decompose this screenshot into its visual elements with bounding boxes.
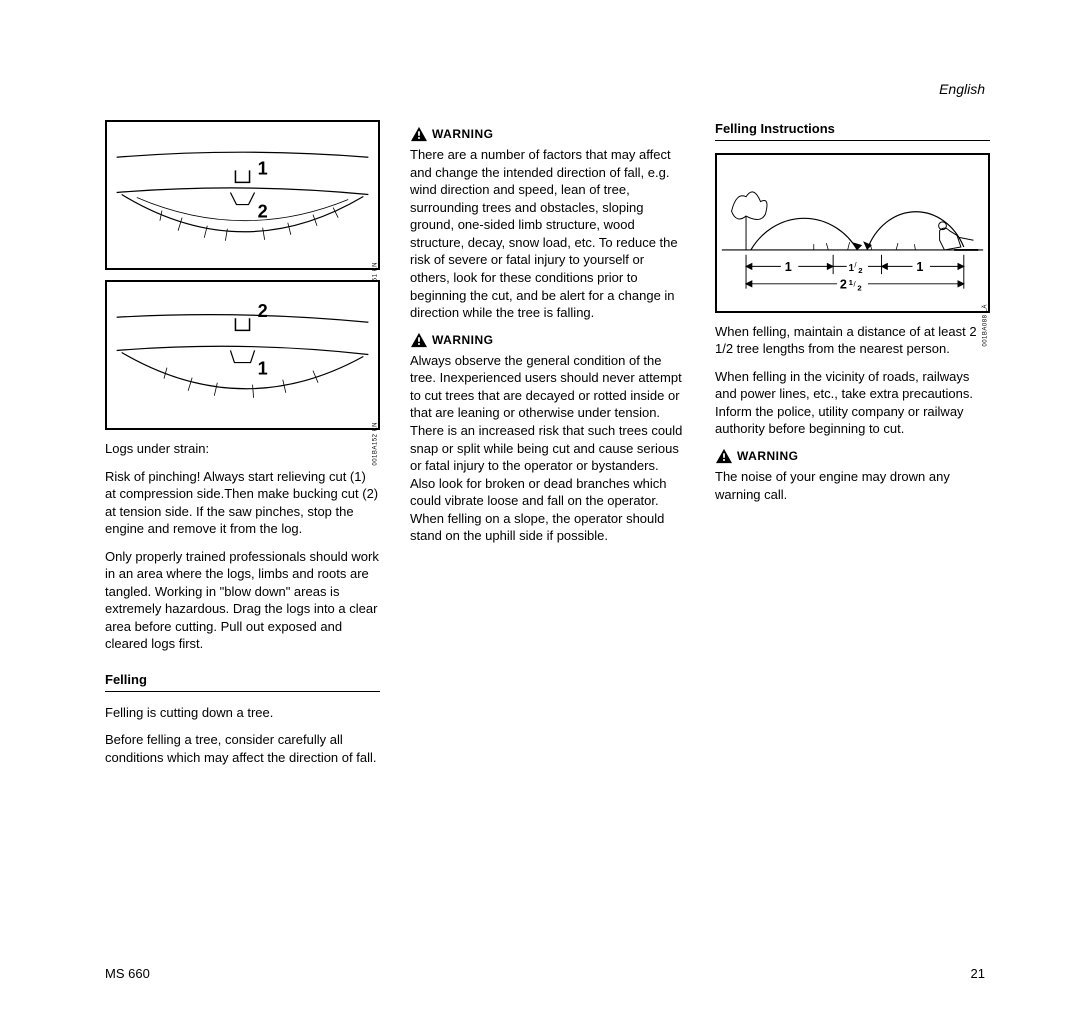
illustration-log-2: 2 1 001BA152 KN [105,280,380,430]
heading-felling: Felling [105,671,380,692]
svg-text:1: 1 [916,260,923,274]
column-2: WARNING There are a number of factors th… [410,120,685,776]
main-columns: 1 2 001BA151 KN 2 1 001BA152 KN [105,120,990,776]
para-pinching-risk: Risk of pinching! Always start relieving… [105,468,380,538]
para-tree-condition: Always observe the general condition of … [410,352,685,545]
para-professionals: Only properly trained professionals shou… [105,548,380,653]
para-before-felling: Before felling a tree, consider carefull… [105,731,380,766]
para-factors: There are a number of factors that may a… [410,146,685,321]
illustration-distance: 1 1/2 1 21/2 001BA088 LÄ [715,153,990,313]
warning-icon [410,126,428,142]
warning-heading-3: WARNING [715,448,990,464]
para-vicinity: When felling in the vicinity of roads, r… [715,368,990,438]
column-1: 1 2 001BA151 KN 2 1 001BA152 KN [105,120,380,776]
para-distance: When felling, maintain a distance of at … [715,323,990,358]
footer-model: MS 660 [105,965,150,983]
svg-text:1: 1 [785,260,792,274]
language-label: English [939,80,985,99]
warning-heading-2: WARNING [410,332,685,348]
warning-heading-1: WARNING [410,126,685,142]
svg-text:2: 2 [258,301,268,321]
warning-label: WARNING [432,332,494,348]
svg-text:2: 2 [258,202,268,222]
illus-code-3: 001BA088 LÄ [982,305,990,348]
svg-text:2: 2 [840,277,847,291]
illus-code-2: 001BA152 KN [372,422,380,466]
svg-text:2: 2 [857,283,861,292]
para-felling-def: Felling is cutting down a tree. [105,704,380,722]
heading-felling-instructions: Felling Instructions [715,120,990,141]
warning-icon [410,332,428,348]
column-3: Felling Instructions [715,120,990,776]
svg-text:1: 1 [258,359,268,379]
footer-page: 21 [971,965,985,983]
illustration-log-1: 1 2 001BA151 KN [105,120,380,270]
warning-label: WARNING [432,126,494,142]
warning-label: WARNING [737,448,799,464]
para-logs-under-strain: Logs under strain: [105,440,380,458]
warning-icon [715,448,733,464]
page-footer: MS 660 21 [105,965,985,983]
svg-text:1: 1 [258,158,268,178]
svg-text:2: 2 [858,266,862,275]
para-noise: The noise of your engine may drown any w… [715,468,990,503]
